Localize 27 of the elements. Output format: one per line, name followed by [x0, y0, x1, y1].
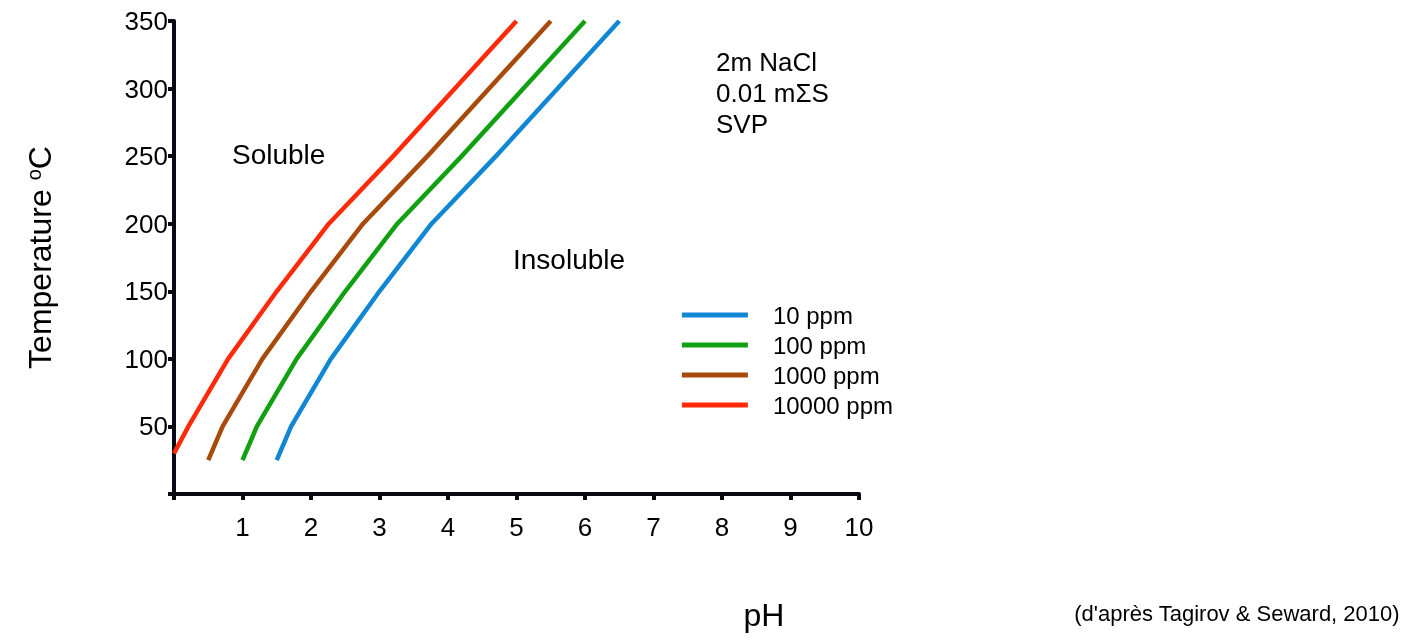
y-tick-label: 250 — [124, 141, 168, 172]
x-tick-label: 1 — [235, 512, 250, 542]
x-tick-label: 2 — [303, 512, 319, 542]
x-tick-label: 10 — [844, 512, 874, 542]
y-tick-label: 50 — [139, 411, 168, 442]
x-tick-label: 7 — [646, 512, 661, 542]
text: (d'après Tagirov & Seward, 2010) — [1074, 600, 1400, 626]
x-tick-label: 6 — [577, 512, 593, 542]
y-tick-label: 200 — [124, 208, 168, 239]
legend-label: 1000 ppm — [772, 361, 880, 389]
y-tick-label: 100 — [124, 343, 168, 374]
y-axis-title: Temperature oC — [22, 146, 58, 369]
x-tick-label: 5 — [509, 512, 524, 542]
annotation: Insoluble — [513, 244, 626, 276]
y-tick-label: 150 — [124, 276, 168, 307]
legend-label: 10000 ppm — [772, 391, 893, 419]
y-tick-label: 350 — [124, 6, 168, 36]
x-tick-label: 4 — [440, 512, 456, 542]
x-axis-title: pH — [743, 597, 785, 633]
annotation: 2m NaCl 0.01 mΣS SVP — [716, 46, 829, 139]
x-tick-label: 9 — [783, 512, 798, 542]
annotation: Soluble — [232, 139, 326, 171]
x-tick-label: 3 — [372, 512, 387, 542]
legend-label: 10 ppm — [772, 301, 853, 329]
y-tick-label: 300 — [124, 73, 168, 104]
x-tick-label: 8 — [714, 512, 730, 542]
legend-label: 100 ppm — [772, 331, 867, 359]
